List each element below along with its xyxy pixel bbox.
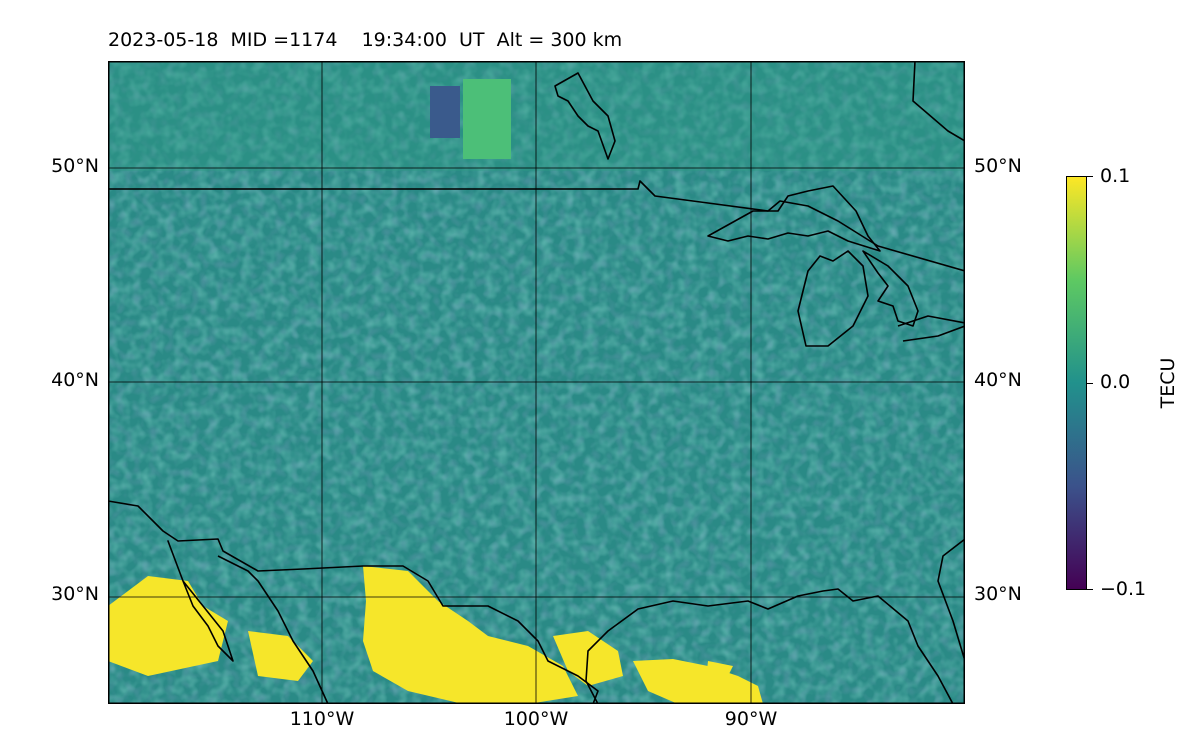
lat-label-30n-right: 30°N (974, 583, 1022, 605)
lake-michigan (797, 250, 869, 347)
graticule (108, 61, 965, 704)
colorbar-tick-bottom (1087, 589, 1093, 590)
tec-map (108, 61, 965, 704)
gulf-coast (585, 588, 954, 704)
lat-label-40n-right: 40°N (974, 369, 1022, 391)
map-border (108, 61, 965, 704)
lake-erie-ontario (897, 315, 965, 342)
mexico-border-west (108, 500, 599, 704)
lon-label-110w: 110°W (289, 708, 355, 730)
colorbar-label-min: −0.1 (1100, 578, 1147, 600)
lat-label-30n-left: 30°N (51, 583, 99, 605)
mexico-mainland-west (217, 555, 329, 704)
colorbar-tick-mid (1087, 383, 1093, 384)
hudson-bay-coast (554, 72, 616, 160)
colorbar-tick-top (1087, 176, 1093, 177)
ne-coast (912, 61, 965, 142)
colorbar-title: TECU (1157, 357, 1179, 409)
coastlines (108, 61, 965, 704)
lon-label-100w: 100°W (503, 708, 569, 730)
colorbar-label-max: 0.1 (1100, 165, 1131, 187)
lat-label-50n-left: 50°N (51, 155, 99, 177)
lat-label-50n-right: 50°N (974, 155, 1022, 177)
lake-superior (707, 185, 881, 252)
baja-peninsula (167, 540, 234, 662)
lon-label-90w: 90°W (724, 708, 778, 730)
florida-tip (937, 538, 965, 662)
map-title: 2023-05-18 MID =1174 19:34:00 UT Alt = 3… (108, 29, 623, 51)
lake-huron (862, 250, 919, 327)
colorbar-label-zero: 0.0 (1100, 371, 1131, 393)
colorbar (1066, 176, 1087, 590)
lat-label-40n-left: 40°N (51, 369, 99, 391)
